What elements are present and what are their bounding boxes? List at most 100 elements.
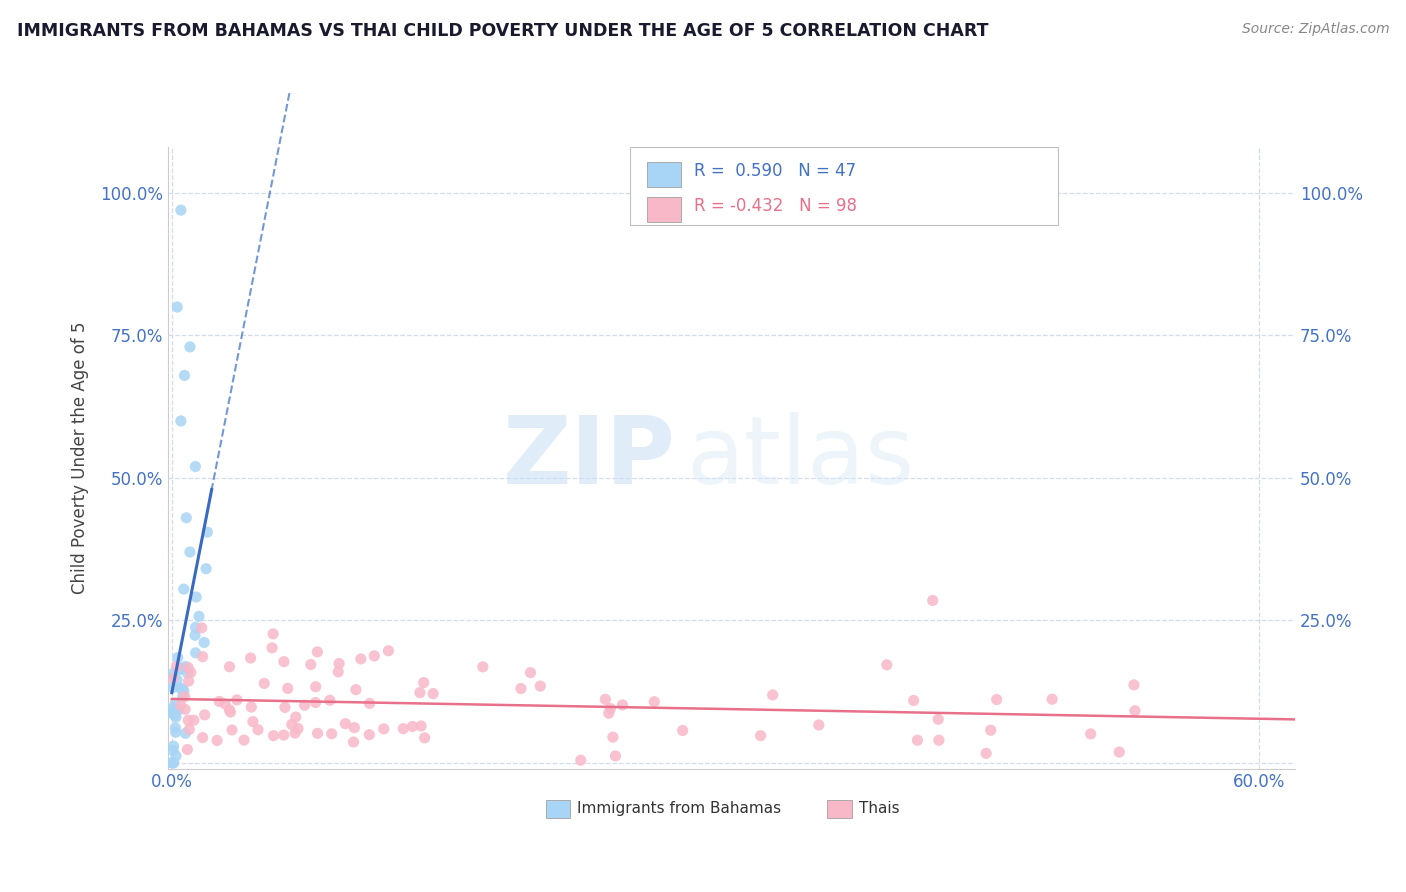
Point xyxy=(163,706,186,720)
Text: R =  0.590   N = 47: R = 0.590 N = 47 xyxy=(695,162,856,180)
Point xyxy=(162,681,184,695)
Point xyxy=(170,681,193,696)
Point xyxy=(165,697,187,711)
Point xyxy=(184,646,207,660)
Point xyxy=(165,710,187,724)
Point xyxy=(170,661,193,675)
Point xyxy=(927,712,949,726)
Point xyxy=(218,703,240,717)
Point xyxy=(307,726,329,740)
Point xyxy=(280,717,302,731)
Point xyxy=(672,723,695,738)
Point xyxy=(160,756,183,770)
Point xyxy=(343,721,366,735)
Point xyxy=(179,723,201,737)
Point xyxy=(1123,704,1146,718)
Point xyxy=(174,726,197,740)
Point xyxy=(602,730,624,744)
Point xyxy=(598,706,620,721)
Point xyxy=(519,665,541,680)
Point xyxy=(262,640,284,655)
Point xyxy=(284,710,307,724)
Point xyxy=(762,688,785,702)
Point xyxy=(166,650,188,665)
Point xyxy=(195,525,218,540)
Text: ZIP: ZIP xyxy=(502,412,675,504)
FancyBboxPatch shape xyxy=(647,161,681,186)
Point xyxy=(359,697,381,711)
Point xyxy=(191,649,214,664)
Point xyxy=(262,627,284,641)
Point xyxy=(240,700,263,714)
Point xyxy=(643,695,665,709)
Point xyxy=(191,731,214,745)
Point xyxy=(569,753,592,767)
Point xyxy=(172,681,194,696)
Point xyxy=(165,748,187,763)
Point xyxy=(411,719,433,733)
Point xyxy=(177,661,200,675)
Text: IMMIGRANTS FROM BAHAMAS VS THAI CHILD POVERTY UNDER THE AGE OF 5 CORRELATION CHA: IMMIGRANTS FROM BAHAMAS VS THAI CHILD PO… xyxy=(17,22,988,40)
Point xyxy=(274,700,297,714)
Point xyxy=(1040,692,1063,706)
Point xyxy=(273,655,295,669)
Point xyxy=(194,707,217,722)
Point xyxy=(328,657,350,671)
Point xyxy=(299,657,322,672)
Point xyxy=(174,659,197,673)
Point xyxy=(239,651,262,665)
Text: R = -0.432   N = 98: R = -0.432 N = 98 xyxy=(695,197,858,215)
Point xyxy=(173,368,195,383)
Point xyxy=(166,673,188,687)
Point xyxy=(219,705,242,719)
Point xyxy=(263,729,285,743)
Point xyxy=(247,723,270,737)
Point xyxy=(173,684,195,698)
Point xyxy=(807,718,830,732)
Point xyxy=(190,621,212,635)
Point xyxy=(305,680,328,694)
Text: atlas: atlas xyxy=(686,412,915,504)
Point xyxy=(307,645,329,659)
Point xyxy=(377,644,399,658)
Point xyxy=(412,675,434,690)
Point xyxy=(184,459,207,474)
Point xyxy=(605,748,627,763)
Point xyxy=(176,666,198,681)
Y-axis label: Child Poverty Under the Age of 5: Child Poverty Under the Age of 5 xyxy=(72,322,89,594)
Point xyxy=(287,722,309,736)
Point xyxy=(401,719,423,733)
Point xyxy=(335,716,357,731)
Point xyxy=(177,674,200,689)
Point xyxy=(173,582,195,596)
Point xyxy=(225,693,247,707)
Point xyxy=(363,648,385,663)
Point xyxy=(162,701,184,715)
Point xyxy=(162,703,184,717)
Point xyxy=(195,562,218,576)
Point xyxy=(1122,678,1144,692)
Point xyxy=(188,609,211,624)
Point xyxy=(253,676,276,690)
Point xyxy=(373,722,395,736)
Point xyxy=(907,733,929,747)
Point xyxy=(167,703,190,717)
Point xyxy=(328,665,350,679)
Point xyxy=(218,660,240,674)
FancyBboxPatch shape xyxy=(630,147,1059,225)
Point xyxy=(233,733,256,747)
Point xyxy=(163,756,186,770)
Point xyxy=(749,729,772,743)
Point xyxy=(986,692,1008,706)
Point xyxy=(974,747,997,761)
Point xyxy=(163,708,186,723)
Point xyxy=(179,545,201,559)
Point xyxy=(1080,727,1102,741)
Point xyxy=(359,728,381,742)
Point xyxy=(162,706,184,720)
Text: Thais: Thais xyxy=(859,801,900,816)
Point xyxy=(173,690,195,704)
Point xyxy=(179,340,201,354)
Point xyxy=(595,692,617,706)
Point xyxy=(510,681,533,696)
